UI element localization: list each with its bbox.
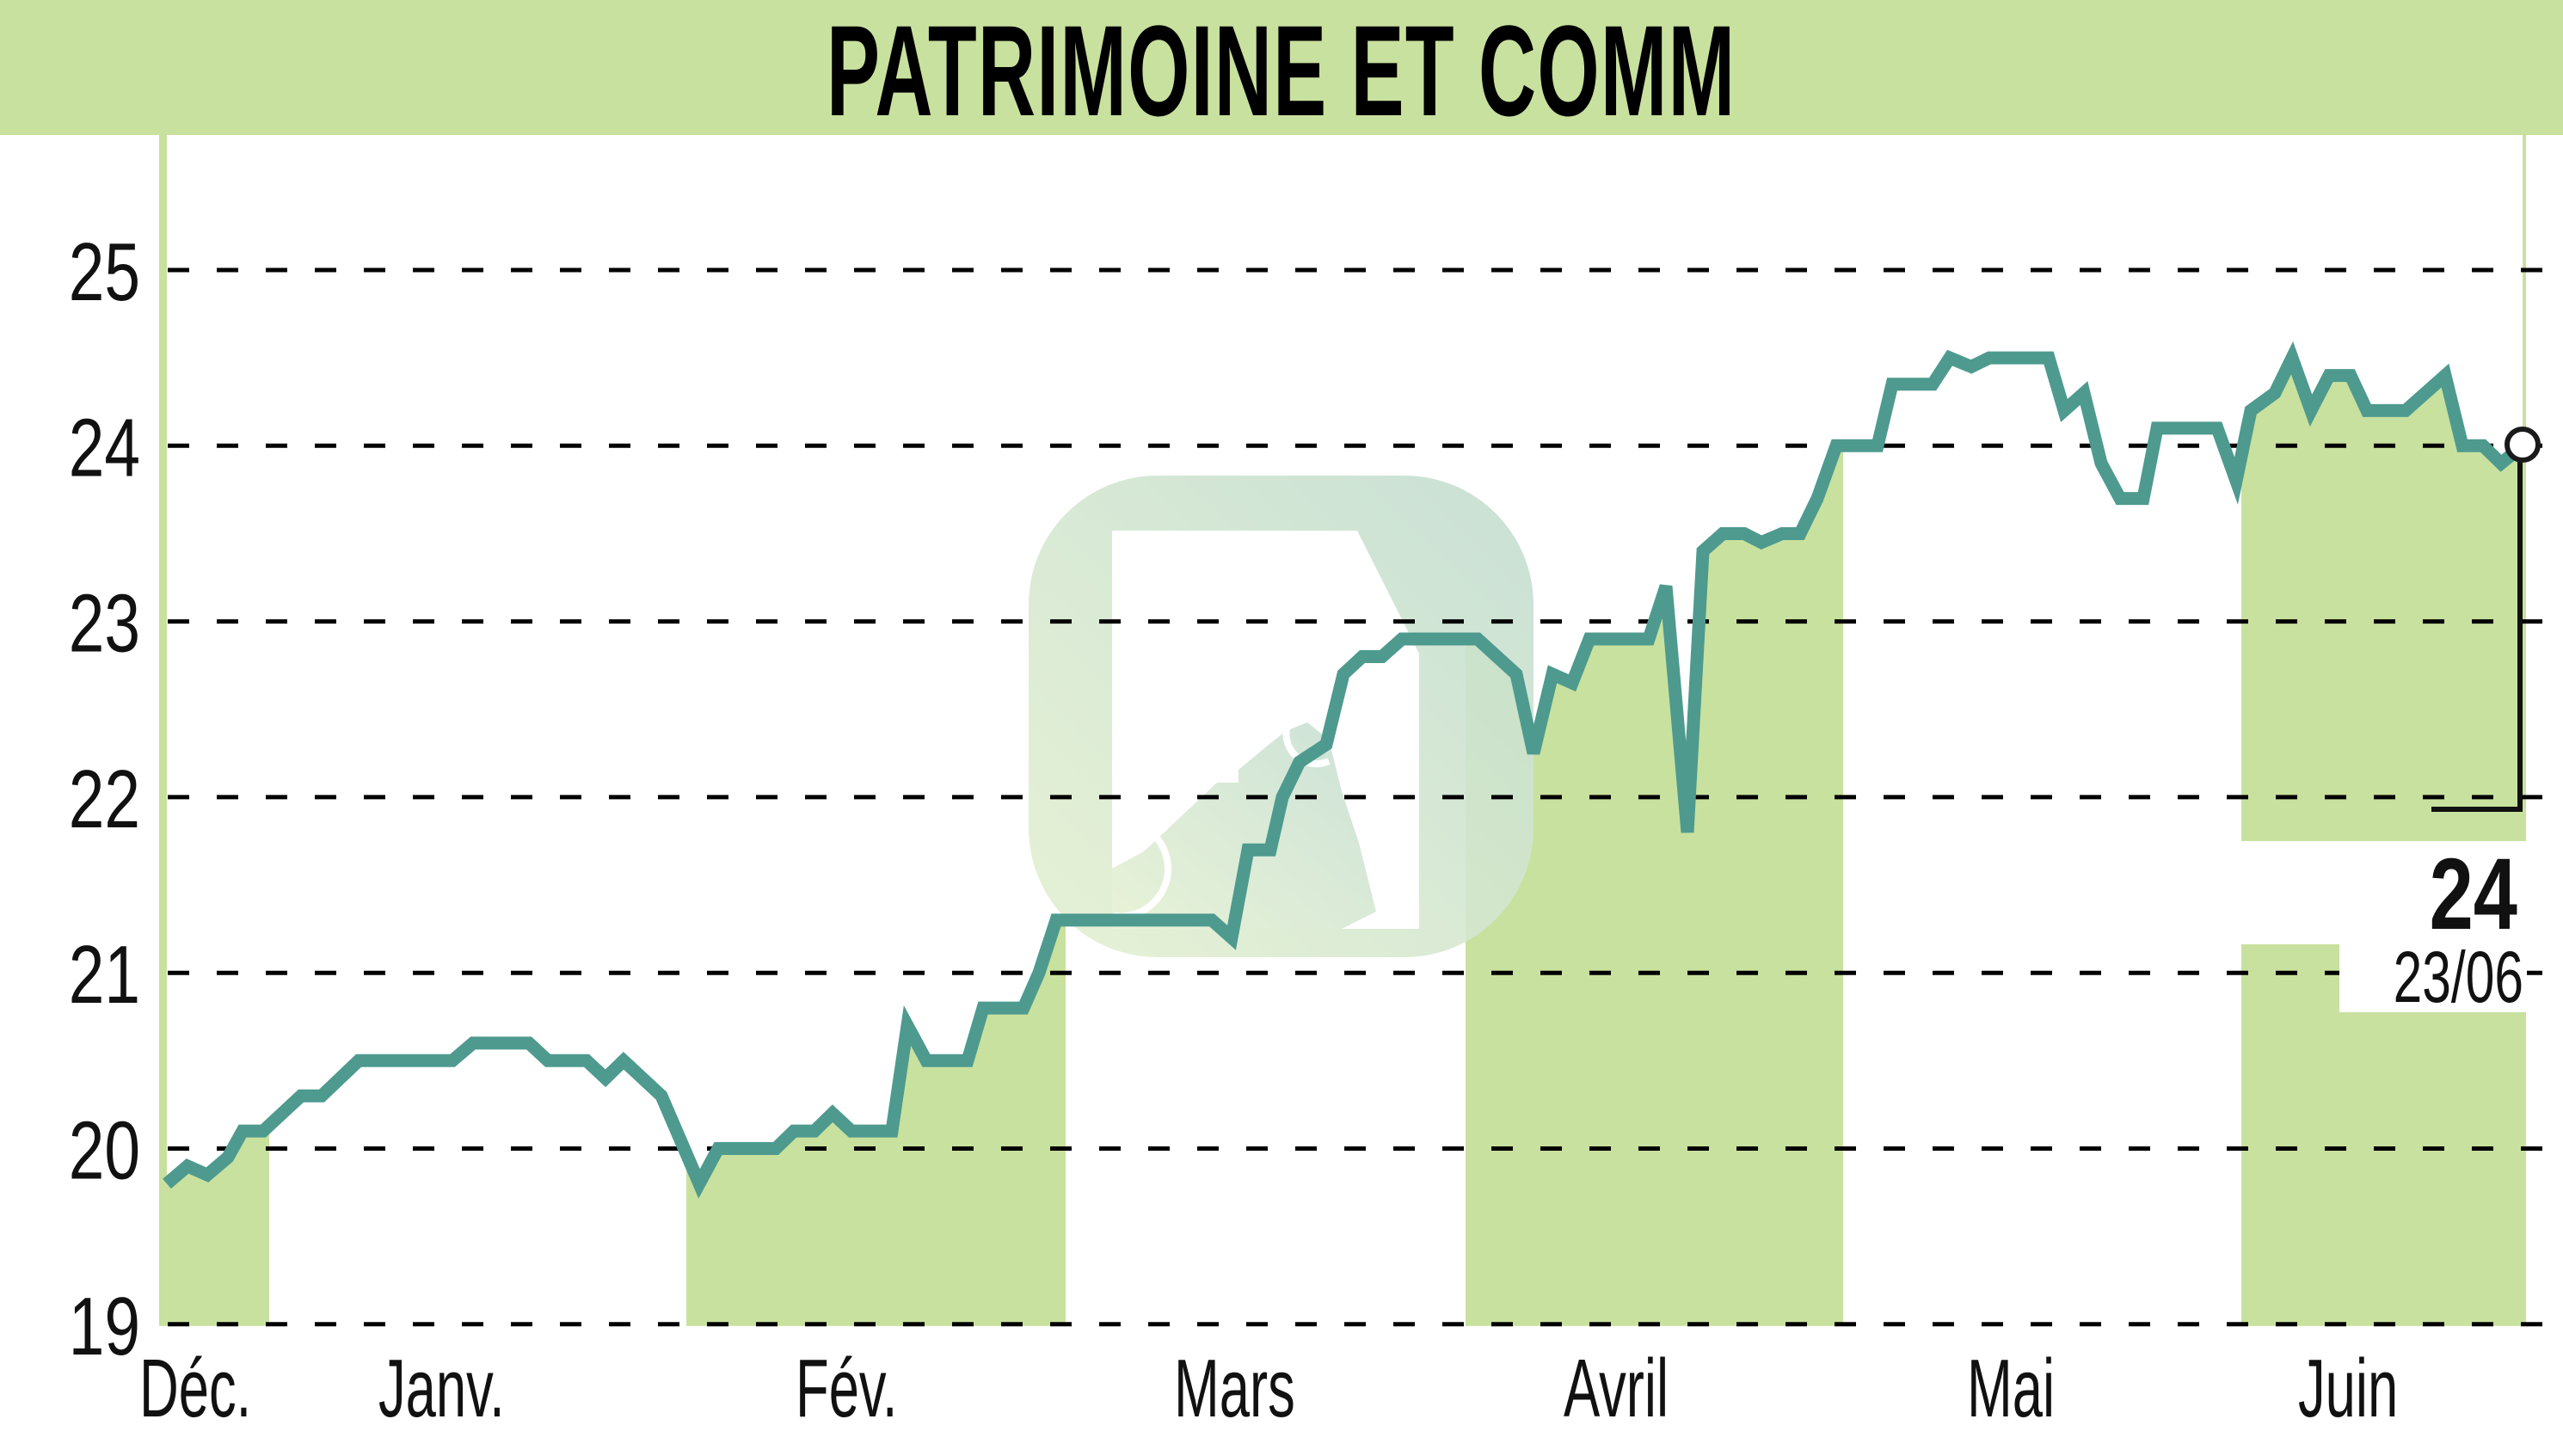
y-tick-label: 23 [69, 578, 140, 670]
x-axis-labels: Déc. Janv. Fév. Mars Avril Mai Juin [139, 1342, 2398, 1434]
chart-title: PATRIMOINE ET COMM [827, 0, 1736, 143]
x-tick-label: Fév. [796, 1342, 898, 1434]
last-value-label: 24 [2430, 838, 2517, 951]
last-value-callout-line [2431, 460, 2523, 812]
y-tick-label: 19 [69, 1281, 140, 1373]
title-container: PATRIMOINE ET COMM [0, 0, 2563, 135]
last-date-cutout [2339, 943, 2527, 1012]
last-point-marker [2505, 427, 2541, 463]
x-tick-label: Mai [1967, 1342, 2055, 1434]
y-tick-label: 22 [69, 753, 140, 845]
y-tick-label: 20 [69, 1105, 140, 1197]
watermark-bull-icon [1112, 722, 1376, 929]
title-banner [0, 0, 2563, 135]
y-tick-label: 21 [69, 929, 140, 1021]
x-tick-label: Mars [1174, 1342, 1295, 1434]
y-tick-label: 25 [69, 226, 140, 318]
gridlines [168, 267, 2563, 1327]
x-tick-label: Janv. [378, 1342, 505, 1434]
y-axis-labels: 19 20 21 22 23 24 25 [69, 226, 140, 1373]
watermark-logo [1029, 476, 1533, 957]
price-line [163, 341, 2527, 1199]
last-value-cutout [2241, 841, 2527, 944]
last-date-label: 23/06 [2394, 937, 2523, 1017]
x-tick-label: Juin [2298, 1342, 2398, 1434]
y-tick-label: 24 [69, 402, 140, 494]
watermark-bull-horn [1282, 721, 1331, 768]
x-tick-label: Avril [1564, 1342, 1669, 1434]
x-tick-label: Déc. [139, 1342, 251, 1434]
